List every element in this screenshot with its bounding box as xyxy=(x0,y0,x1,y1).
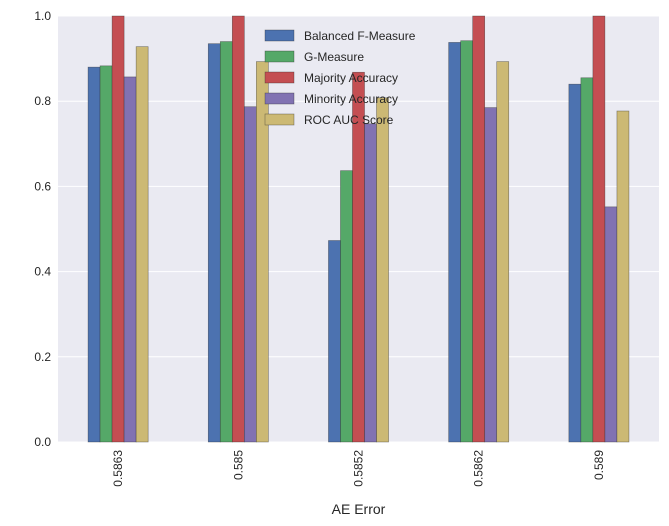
y-tick-label: 0.4 xyxy=(34,265,51,279)
bar-balanced-f-measure xyxy=(87,66,101,443)
bar-roc-auc-score xyxy=(376,97,389,443)
bar-g-measure xyxy=(460,40,473,443)
bar-balanced-f-measure xyxy=(207,43,221,443)
y-tick-label: 0.0 xyxy=(34,435,51,449)
legend-entry-label: Majority Accuracy xyxy=(304,71,398,85)
bar-roc-auc-score xyxy=(135,46,149,443)
x-axis-label: AE Error xyxy=(332,501,386,517)
bar-majority-accuracy xyxy=(592,15,606,443)
legend-swatch xyxy=(264,92,295,105)
bar-balanced-f-measure xyxy=(568,83,582,443)
x-tick-label: 0.585 xyxy=(231,450,245,480)
bar-minority-accuracy xyxy=(244,106,257,443)
bar-minority-accuracy xyxy=(364,123,377,443)
bar-balanced-f-measure xyxy=(328,240,341,443)
bar-minority-accuracy xyxy=(123,76,137,443)
bar-majority-accuracy xyxy=(231,15,245,443)
bar-g-measure xyxy=(340,170,353,443)
legend-entry-label: G-Measure xyxy=(304,50,364,64)
y-tick-label: 1.0 xyxy=(34,9,51,23)
bar-minority-accuracy xyxy=(484,107,498,443)
bar-majority-accuracy xyxy=(472,15,486,443)
bar-g-measure xyxy=(580,77,594,443)
bar-g-measure xyxy=(219,41,233,443)
ticks-layer: 0.0 0.2 0.4 0.6 0.8 1.0 0.5863 0.585 0.5852 0.586… xyxy=(34,9,606,487)
bar-majority-accuracy xyxy=(111,15,125,443)
bar-minority-accuracy xyxy=(604,206,618,443)
bar-roc-auc-score xyxy=(616,110,630,443)
legend-entry-label: ROC AUC Score xyxy=(304,113,394,127)
bar-g-measure xyxy=(99,65,113,443)
x-tick-label: 0.5863 xyxy=(111,450,125,487)
legend-swatch xyxy=(264,113,295,126)
legend-entry-label: Minority Accuracy xyxy=(304,92,398,106)
legend-entry-label: Balanced F-Measure xyxy=(304,29,416,43)
x-tick-label: 0.5862 xyxy=(472,450,486,487)
legend-swatch xyxy=(264,50,295,63)
y-tick-label: 0.2 xyxy=(34,350,51,364)
bars-layer xyxy=(87,15,630,443)
legend-swatch xyxy=(264,29,295,42)
y-tick-label: 0.8 xyxy=(34,94,51,108)
legend-swatch xyxy=(264,71,295,84)
x-tick-label: 0.5852 xyxy=(352,450,366,487)
bar-balanced-f-measure xyxy=(448,42,461,443)
bar-roc-auc-score xyxy=(496,61,510,443)
bar-majority-accuracy xyxy=(352,71,365,443)
bar-roc-auc-score xyxy=(256,61,269,443)
x-tick-label: 0.589 xyxy=(592,450,606,480)
legend: Balanced F-Measure G-Measure Majority Accu… xyxy=(264,29,416,127)
y-tick-label: 0.6 xyxy=(34,179,51,193)
